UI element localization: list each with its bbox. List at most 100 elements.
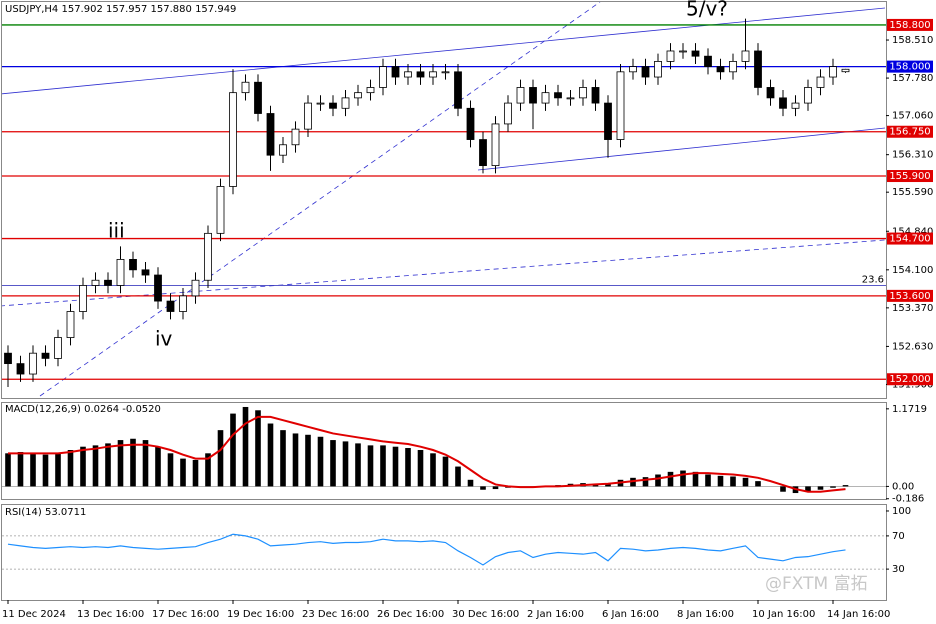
candle-body: [754, 50, 762, 88]
macd-bar: [217, 430, 224, 487]
candle-body: [329, 102, 337, 109]
candle-body: [566, 97, 575, 100]
x-tick-label: 14 Jan 16:00: [827, 609, 890, 620]
macd-bar: [755, 481, 761, 487]
macd-bar: [17, 451, 24, 487]
candle-body: [154, 274, 162, 302]
level-box: [887, 125, 933, 138]
candle-body: [541, 92, 550, 104]
candle-body: [641, 66, 650, 78]
macd-bar: [80, 446, 86, 487]
candle-body: [229, 92, 237, 187]
macd-bar: [255, 410, 261, 487]
level-box: [887, 232, 933, 245]
candle-body: [54, 337, 62, 359]
candle-body: [129, 258, 137, 271]
macd-bar: [742, 477, 749, 487]
candle-body: [429, 71, 437, 78]
macd-bar: [705, 474, 711, 487]
macd-bar: [117, 440, 124, 487]
macd-bar: [305, 434, 311, 487]
macd-bar: [167, 453, 174, 487]
y-tick-label: 158.510: [892, 35, 933, 46]
macd-title: MACD(12,26,9) 0.0264 -0.0520: [5, 404, 161, 415]
macd-bar: [67, 450, 74, 487]
x-tick-label: 26 Dec 16:00: [377, 609, 444, 620]
candle-body: [841, 68, 850, 73]
candle-body: [191, 279, 200, 297]
trend-line: [2, 7, 886, 95]
macd-bar: [680, 470, 686, 487]
y-tick-label: 1.1719: [892, 404, 927, 415]
level-label: 158.800: [889, 20, 930, 31]
candle-body: [441, 71, 450, 74]
wave-label: 5/v?: [686, 0, 728, 21]
macd-bar: [330, 440, 336, 487]
macd-bar: [242, 406, 249, 487]
candle-body: [629, 66, 637, 73]
candle-body: [216, 186, 225, 234]
macd-bar: [130, 438, 136, 487]
x-tick-label: 13 Dec 16:00: [77, 609, 144, 620]
level-box: [887, 373, 933, 386]
rsi-panel: [1, 504, 887, 601]
candle-body: [241, 81, 250, 94]
candle-body: [166, 300, 175, 312]
y-tick-label: 0.00: [892, 481, 914, 492]
macd-bar: [430, 453, 436, 487]
y-tick-label: 157.780: [892, 73, 933, 84]
candle-body: [116, 258, 125, 286]
candle-body: [704, 55, 712, 68]
candle-body: [766, 87, 775, 99]
y-tick-label: 157.060: [892, 111, 933, 122]
y-tick-label: 153.370: [892, 303, 933, 314]
macd-bar: [605, 484, 611, 487]
macd-bar: [692, 471, 699, 487]
macd-bar: [492, 486, 499, 490]
candle-body: [604, 102, 612, 140]
macd-bar: [480, 486, 486, 490]
level-box: [887, 289, 933, 302]
macd-bar: [205, 453, 211, 487]
candle-body: [829, 66, 837, 78]
candle-body: [266, 113, 275, 156]
x-tick-label: 17 Dec 16:00: [152, 609, 219, 620]
x-tick-label: 11 Dec 2024: [2, 609, 66, 620]
macd-bar: [92, 445, 99, 487]
macd-bar: [717, 475, 724, 487]
main-title: USDJPY,H4 157.902 157.957 157.880 157.94…: [5, 4, 236, 15]
candle-body: [29, 352, 37, 375]
candle-body: [591, 87, 600, 104]
x-tick-label: 2 Jan 16:00: [527, 609, 584, 620]
candle-body: [179, 295, 187, 312]
macd-bar: [842, 485, 849, 487]
candle-body: [366, 87, 375, 94]
signal-line: [8, 415, 846, 493]
candle-body: [729, 61, 737, 73]
y-tick-label: 100: [892, 506, 911, 517]
macd-bar: [192, 459, 199, 487]
candle-body: [41, 352, 50, 359]
macd-bar: [455, 466, 461, 487]
macd-bar: [817, 486, 824, 490]
candle-body: [79, 285, 87, 312]
wave-label: iv: [155, 327, 173, 351]
macd-bar: [180, 458, 186, 487]
macd-bar: [367, 445, 374, 487]
candle-body: [416, 71, 425, 78]
candle-body: [466, 107, 475, 140]
candle-body: [141, 269, 150, 276]
candle-body: [491, 123, 500, 167]
candle-body: [16, 363, 25, 375]
candle-body: [66, 311, 75, 338]
candle-body: [279, 144, 287, 156]
trend-line: [39, 2, 601, 397]
macd-bar: [155, 446, 161, 487]
level-label: 156.750: [889, 127, 930, 138]
candle-body: [91, 279, 100, 286]
macd-bar: [642, 477, 649, 487]
level-label: 153.600: [889, 291, 930, 302]
candle-body: [479, 139, 487, 167]
level-label: 154.700: [889, 234, 930, 245]
